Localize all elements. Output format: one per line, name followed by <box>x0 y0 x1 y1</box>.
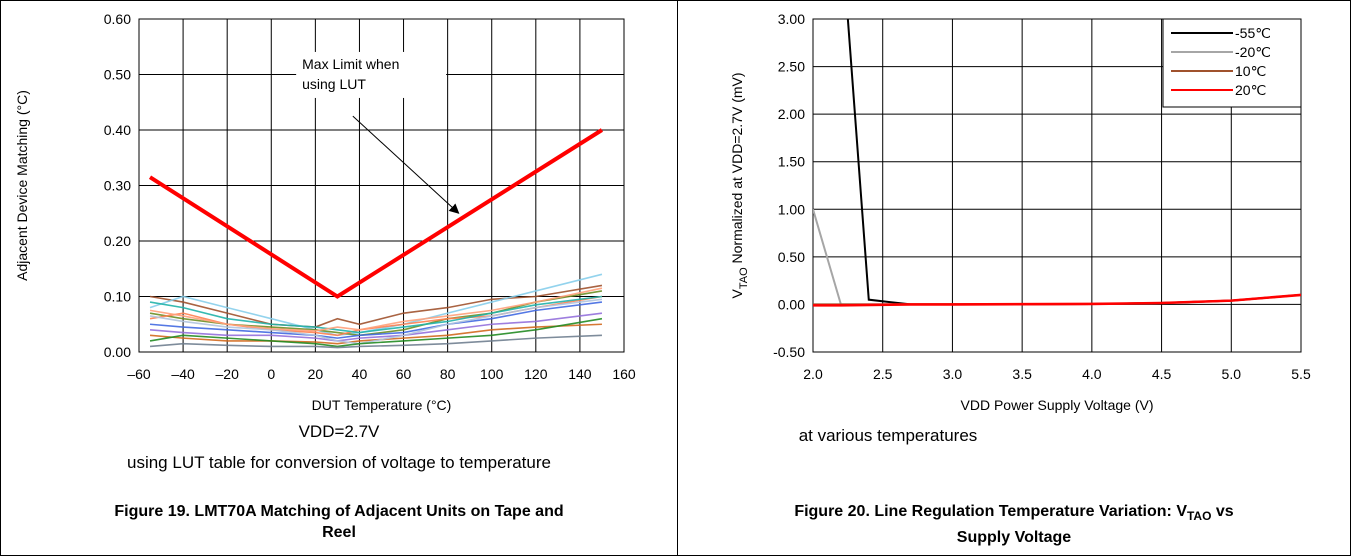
x-tick-label: 60 <box>396 366 412 382</box>
series-group <box>813 19 1301 307</box>
x-tick-label: 3.0 <box>943 366 963 382</box>
figure-20-title: Figure 20. Line Regulation Temperature V… <box>678 501 1350 548</box>
x-tick-label: 0 <box>267 366 275 382</box>
legend-label: 10℃ <box>1235 63 1266 79</box>
y-tick-label: -0.50 <box>773 344 805 360</box>
matching-series-line <box>149 317 603 348</box>
line-regulation-chart: 2.0 2.5 3.0 3.5 4.0 4.5 5.0 5.5 -0.50 0.00 0.50 1.0… <box>729 11 1311 413</box>
x-tick-label: 80 <box>440 366 456 382</box>
caption-vdd: VDD=2.7V <box>298 422 380 441</box>
y-tick-label: 0.30 <box>104 178 131 194</box>
annotation-background <box>296 51 447 98</box>
x-tick-label: 4.5 <box>1152 366 1172 382</box>
matching-series-line <box>149 284 603 328</box>
y-tick-label: 1.50 <box>778 154 805 170</box>
y-axis-title-rest: Normalized at VDD=2.7V (mV) <box>729 72 745 267</box>
legend-label: 20℃ <box>1235 82 1266 98</box>
figure-20-title-line2: Supply Voltage <box>956 529 1072 547</box>
y-tick-label: 0.20 <box>104 233 131 249</box>
y-axis-title-sub: TAO <box>738 267 750 289</box>
y-axis-title-v: V <box>729 289 745 299</box>
x-tick-label: 120 <box>524 366 548 382</box>
y-tick-label: 0.60 <box>104 11 131 27</box>
annotation-text: Max Limit when using LUT <box>302 56 399 92</box>
figure-20-title-part2: vs <box>1211 503 1234 520</box>
y-tick-label: 0.00 <box>104 344 131 360</box>
matching-series-line <box>149 298 603 345</box>
x-tick-label: 40 <box>352 366 368 382</box>
x-tick-label: 20 <box>308 366 324 382</box>
figure-19-title-line1: Figure 19. LMT70A Matching of Adjacent U… <box>114 503 564 520</box>
y-tick-label: 1.00 <box>778 201 805 217</box>
x-tick-label: 140 <box>568 366 592 382</box>
x-tick-label: –40 <box>171 366 195 382</box>
matching-series-line <box>149 301 603 339</box>
x-tick-label: 160 <box>612 366 636 382</box>
matching-series-line <box>149 334 602 349</box>
legend-label: -55℃ <box>1235 25 1271 41</box>
series-line <box>813 293 1301 307</box>
x-tick-label: 5.0 <box>1222 366 1242 382</box>
y-axis-title: VTAO Normalized at VDD=2.7V (mV) <box>729 72 750 298</box>
x-tick-label: 4.0 <box>1082 366 1102 382</box>
figure-20-title-sub: TAO <box>1186 509 1212 524</box>
figure-19-title-line2: Reel <box>322 524 356 541</box>
x-tick-label: 5.5 <box>1291 366 1311 382</box>
figure-20-panel: 2.0 2.5 3.0 3.5 4.0 4.5 5.0 5.5 -0.50 0.00 0.50 1.0… <box>677 0 1351 556</box>
matching-chart: –60 –40 –20 0 20 40 60 80 100 120 140 160 0.00 0.10 0.… <box>14 11 636 413</box>
x-tick-label: 2.5 <box>873 366 893 382</box>
y-axis-title: Adjacent Device Matching (°C) <box>14 90 30 281</box>
y-tick-label: 0.40 <box>104 122 131 138</box>
caption-various-temps: at various temperatures <box>798 426 978 445</box>
y-tick-label: 0.10 <box>104 289 131 305</box>
x-tick-label: 3.5 <box>1012 366 1032 382</box>
legend-label: -20℃ <box>1235 44 1271 60</box>
matching-series-line <box>149 312 603 342</box>
annotation-line: using LUT <box>302 76 366 92</box>
x-axis-title: VDD Power Supply Voltage (V) <box>961 397 1154 413</box>
y-tick-label: 0.00 <box>778 296 805 312</box>
annotation-arrow <box>352 115 460 214</box>
y-tick-label: 2.50 <box>778 59 805 75</box>
x-tick-label: –60 <box>127 366 151 382</box>
figure-19-title: Figure 19. LMT70A Matching of Adjacent U… <box>1 501 677 543</box>
matching-series-line <box>149 287 603 332</box>
max-limit-line <box>148 128 604 299</box>
y-tick-label: 2.00 <box>778 106 805 122</box>
matching-series-line <box>149 295 603 334</box>
y-tick-label: 0.50 <box>104 67 131 83</box>
x-tick-label: 2.0 <box>803 366 823 382</box>
figure-19-panel: –60 –40 –20 0 20 40 60 80 100 120 140 160 0.00 0.10 0.… <box>0 0 677 556</box>
caption-lut: using LUT table for conversion of voltag… <box>127 453 551 472</box>
annotation-line: Max Limit when <box>302 56 399 72</box>
y-tick-label: 0.50 <box>778 249 805 265</box>
x-axis-title: DUT Temperature (°C) <box>312 397 452 413</box>
y-tick-label: 3.00 <box>778 11 805 27</box>
figure-20-title-part1: Figure 20. Line Regulation Temperature V… <box>794 503 1187 520</box>
x-tick-label: –20 <box>216 366 240 382</box>
x-tick-label: 100 <box>480 366 504 382</box>
